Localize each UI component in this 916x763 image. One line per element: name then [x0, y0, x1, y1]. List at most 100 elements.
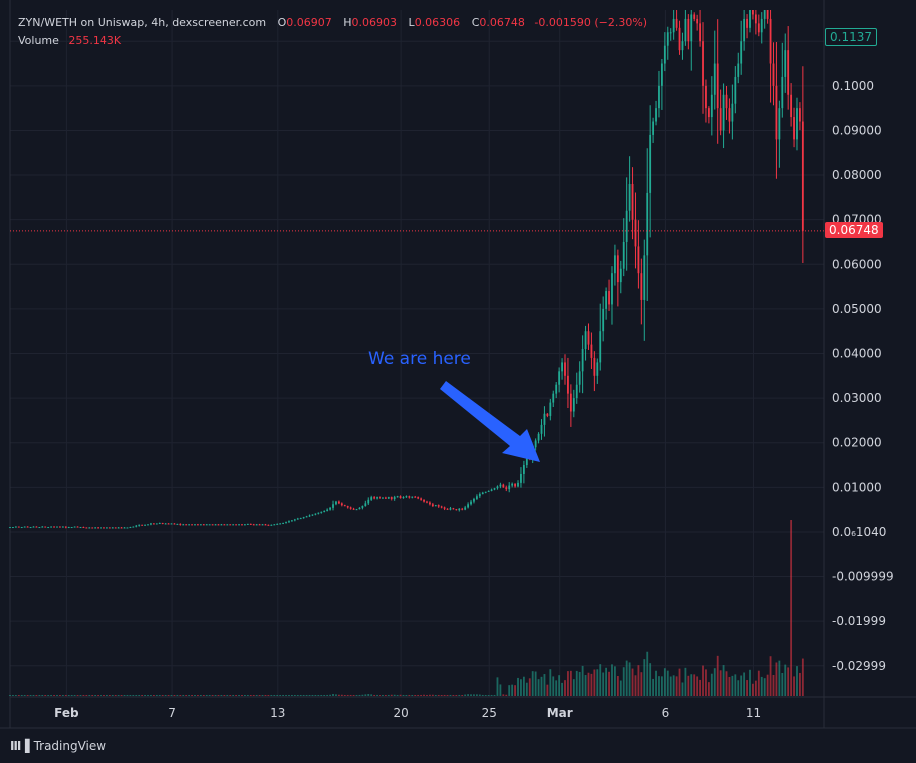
candle-body	[235, 524, 238, 526]
volume-bar	[20, 695, 23, 696]
volume-bar	[379, 695, 381, 696]
volume-bar	[473, 694, 475, 696]
candle-body	[614, 255, 616, 274]
volume-bar	[799, 672, 801, 696]
volume-bar	[581, 665, 584, 696]
candle-body	[117, 527, 120, 529]
candle-body	[20, 527, 23, 529]
volume-bar	[208, 695, 211, 696]
volume-bar	[53, 695, 55, 696]
candle-body	[358, 507, 361, 510]
volume-bar	[696, 676, 699, 696]
candle-body	[340, 503, 343, 506]
candle-body	[455, 509, 458, 511]
candle-body	[543, 413, 546, 425]
candle-body	[367, 499, 370, 504]
volume-bar	[455, 695, 458, 696]
volume-bar	[302, 695, 305, 696]
candle-body	[387, 497, 390, 499]
x-tick-label: 13	[270, 706, 285, 720]
volume-bar	[367, 693, 370, 696]
volume-bar	[12, 695, 14, 696]
volume-bar	[41, 695, 44, 696]
volume-bar	[440, 695, 443, 696]
candle-body	[399, 496, 402, 499]
candle-body	[132, 526, 135, 528]
volume-bar	[496, 677, 499, 696]
candle-body	[470, 501, 472, 505]
legend-row-volume: Volume 255.143K	[18, 32, 647, 50]
candle-body	[390, 497, 393, 499]
y-tick-label: 0.01000	[832, 480, 882, 494]
footer-brand[interactable]: Ⅲ▐ TradingView	[10, 736, 106, 756]
candle-body	[740, 41, 743, 64]
candle-body	[537, 433, 540, 441]
candle-body	[61, 526, 64, 528]
volume-bar	[173, 695, 176, 696]
candle-body	[282, 523, 285, 525]
candle-body	[308, 515, 311, 517]
candle-body	[9, 527, 11, 529]
volume-bar	[572, 679, 575, 696]
candle-body	[38, 527, 41, 529]
candle-body	[208, 524, 211, 526]
volume-bar	[719, 670, 722, 696]
y-tick-label: 0.03000	[832, 391, 882, 405]
volume-bar	[531, 671, 534, 696]
candle-body	[185, 524, 188, 526]
volume-bar	[305, 695, 308, 696]
candle-body	[370, 497, 373, 500]
candle-body	[414, 496, 417, 498]
volume-bar	[79, 695, 82, 696]
candle-body	[772, 63, 775, 86]
candle-body	[508, 485, 511, 490]
candle-body	[152, 523, 155, 525]
candle-body	[625, 210, 628, 242]
legend-close: 0.06748	[479, 16, 525, 29]
candle-body	[801, 121, 804, 231]
candle-body	[41, 526, 44, 528]
volume-bar	[358, 694, 361, 696]
y-tick-label: 0.02000	[832, 436, 882, 450]
volume-bar	[766, 674, 769, 696]
volume-bar	[575, 670, 578, 696]
volume-bar	[746, 680, 748, 696]
volume-bar	[722, 665, 725, 696]
candle-body	[616, 255, 619, 283]
candle-body	[244, 524, 246, 526]
volume-bar	[449, 694, 452, 696]
volume-bar	[132, 695, 135, 696]
y-tick-label: 0.05000	[832, 302, 882, 316]
volume-bar	[681, 682, 684, 696]
candle-body	[649, 134, 652, 193]
volume-bar	[114, 695, 117, 696]
candle-body	[663, 45, 666, 64]
volume-bar	[593, 669, 596, 696]
candle-body	[631, 183, 634, 220]
candle-body	[199, 524, 202, 526]
volume-bar	[202, 695, 205, 696]
candle-body	[246, 523, 249, 525]
candle-body	[241, 524, 243, 526]
candle-body	[150, 523, 152, 525]
candle-body	[129, 527, 132, 529]
candle-body	[188, 524, 191, 526]
volume-bar	[390, 694, 393, 696]
candle-body	[787, 50, 790, 95]
volume-bar	[520, 679, 522, 696]
candle-body	[26, 526, 29, 528]
volume-bar	[467, 694, 470, 696]
candle-body	[690, 14, 693, 42]
volume-bar	[754, 680, 757, 696]
volume-bar	[23, 695, 26, 696]
volume-bar	[361, 694, 364, 696]
candle-body	[587, 331, 590, 345]
volume-bar	[611, 664, 613, 696]
volume-bar	[38, 695, 41, 696]
candle-body	[373, 497, 376, 499]
volume-bar	[775, 662, 778, 696]
candle-body	[702, 41, 704, 86]
volume-bar	[561, 682, 563, 696]
candle-body	[581, 349, 584, 372]
